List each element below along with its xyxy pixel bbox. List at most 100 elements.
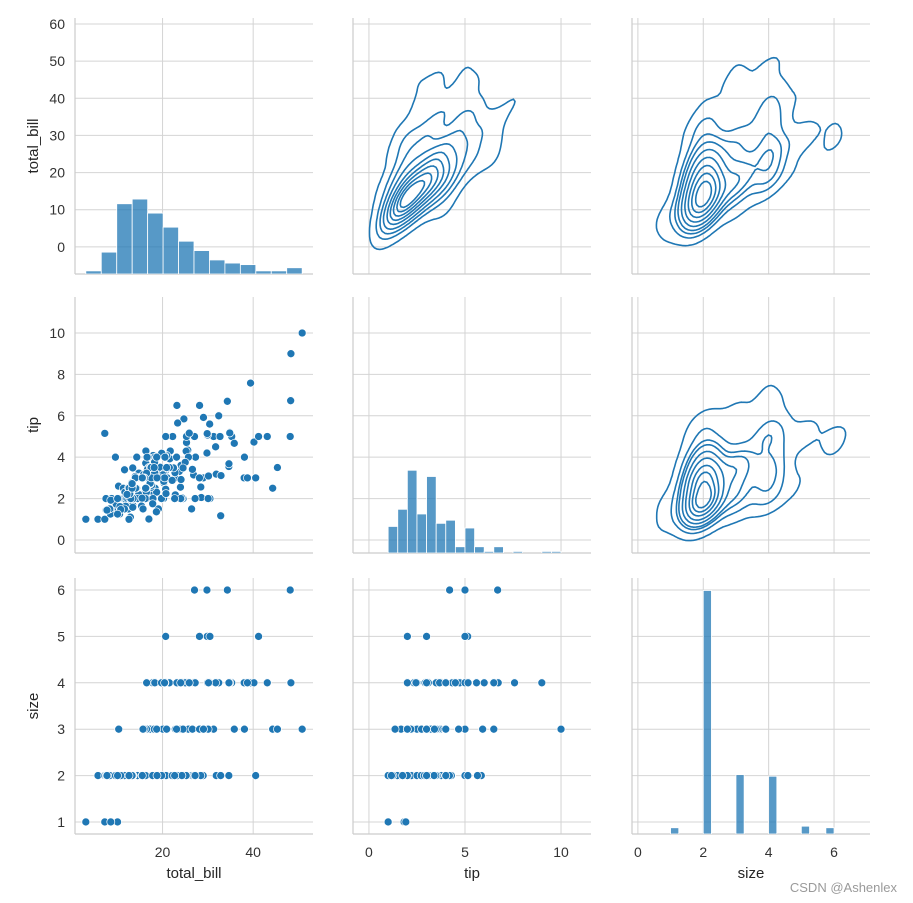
scatter-point: [489, 678, 499, 688]
scatter-point: [268, 483, 278, 493]
scatter-point: [160, 678, 169, 688]
scatter-point: [243, 473, 252, 483]
hist-bar: [464, 527, 475, 553]
x-tick-label: 0: [365, 844, 373, 860]
scatter-point: [205, 632, 215, 641]
scatter-point: [401, 817, 411, 827]
scatter-point: [202, 448, 212, 458]
scatter-point: [128, 502, 138, 512]
scatter-point: [199, 413, 208, 422]
hist-bar: [255, 270, 272, 274]
scatter-point: [215, 432, 225, 441]
hist-bar: [286, 267, 303, 274]
watermark: CSDN @Ashenlex: [789, 880, 897, 895]
hist-bar: [454, 546, 466, 553]
scatter-point: [286, 678, 296, 688]
scatter-point: [225, 428, 235, 438]
kde-contour: [678, 444, 750, 528]
scatter-point: [106, 817, 116, 827]
hist-bar: [387, 526, 399, 553]
scatter-point: [152, 452, 162, 462]
hist-bar: [493, 546, 504, 553]
hist-bar: [702, 590, 712, 834]
scatter-point: [142, 452, 152, 462]
y-tick-label: 1: [57, 814, 65, 830]
plot-area: [85, 198, 303, 274]
scatter-point: [124, 771, 134, 780]
scatter-point: [170, 494, 180, 503]
scatter-point: [100, 429, 110, 438]
x-tick-label: 10: [553, 844, 569, 860]
y-tick-label: 30: [49, 127, 65, 143]
scatter-point: [100, 514, 110, 524]
hist-bar: [397, 508, 408, 553]
scatter-point: [176, 482, 185, 492]
scatter-point: [120, 465, 129, 475]
scatter-point: [138, 724, 148, 734]
hist-bar: [270, 270, 288, 274]
scatter-point: [167, 476, 177, 485]
scatter-point: [273, 724, 282, 734]
panel-size-vs-total_bill: 1 2 3 4 5 6 20 40: [57, 578, 313, 860]
kde-contour: [681, 450, 738, 525]
scatter-point: [137, 771, 147, 780]
panel-size-vs-tip: 0 5 10: [352, 578, 591, 860]
kde-contour: [382, 143, 458, 230]
scatter-point: [441, 678, 451, 688]
scatter-point: [190, 771, 200, 780]
scatter-point: [184, 678, 194, 688]
scatter-point: [162, 724, 171, 734]
scatter-point: [122, 490, 132, 499]
scatter-point: [152, 771, 162, 780]
scatter-point: [422, 632, 431, 641]
scatter-point: [445, 585, 454, 595]
scatter-point: [216, 771, 226, 780]
scatter-point: [216, 471, 226, 480]
scatter-point: [251, 771, 261, 780]
kde-contour: [368, 66, 516, 251]
scatter-point: [172, 724, 181, 734]
scatter-point: [179, 414, 189, 424]
scatter-point: [199, 724, 208, 734]
scatter-point: [132, 452, 142, 462]
y-tick-label: 3: [57, 721, 65, 737]
hist-bar: [178, 240, 195, 274]
panel-tip-vs-tip: [352, 297, 591, 554]
scatter-point: [229, 438, 239, 448]
scatter-point: [429, 771, 439, 780]
kde-contour: [392, 165, 439, 217]
scatter-point: [478, 724, 488, 734]
scatter-point: [204, 678, 213, 688]
y-tick-label: 2: [57, 768, 65, 784]
x-axis-label-size: size: [738, 865, 765, 882]
plot-area: [81, 585, 307, 827]
plot-area: [670, 590, 835, 834]
scatter-point: [204, 471, 213, 481]
scatter-point: [472, 678, 481, 688]
scatter-point: [254, 432, 263, 441]
scatter-point: [124, 514, 134, 524]
scatter-point: [422, 678, 431, 688]
kde-contour: [396, 172, 433, 213]
scatter-point: [202, 585, 212, 595]
scatter-point: [460, 585, 470, 595]
scatter-point: [262, 432, 272, 441]
scatter-point: [387, 771, 396, 780]
scatter-point: [240, 724, 249, 734]
hist-bar: [147, 212, 164, 274]
scatter-point: [460, 632, 470, 641]
kde-contour: [669, 95, 791, 239]
y-tick-label: 40: [49, 90, 65, 106]
x-tick-label: 4: [765, 844, 773, 860]
scatter-point: [141, 483, 150, 493]
plot-area: [81, 328, 307, 524]
scatter-point: [273, 463, 282, 472]
x-tick-label: 0: [634, 844, 642, 860]
hist-bar: [224, 262, 241, 274]
scatter-point: [152, 507, 161, 517]
kde-contour: [670, 420, 786, 535]
scatter-point: [160, 473, 169, 483]
scatter-point: [441, 724, 451, 734]
scatter-point: [113, 771, 122, 780]
